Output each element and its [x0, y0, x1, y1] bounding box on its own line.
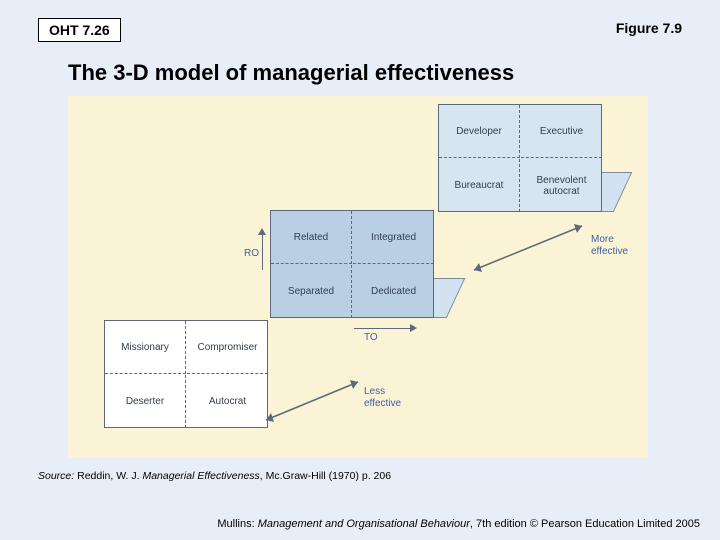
grid-front: Missionary Compromiser Deserter Autocrat: [104, 320, 268, 428]
cell-dedicated: Dedicated: [353, 265, 434, 318]
ro-axis-label: RO: [244, 248, 259, 259]
to-axis-label: TO: [364, 332, 378, 343]
figure-number: Figure 7.9: [616, 20, 682, 36]
footer-suffix: , 7th edition © Pearson Education Limite…: [470, 518, 700, 530]
source-prefix: Source:: [38, 470, 74, 482]
more-effective-line2: effective: [591, 246, 628, 257]
source-suffix: , Mc.Graw-Hill (1970) p. 206: [260, 470, 391, 482]
oht-badge: OHT 7.26: [38, 18, 121, 42]
ro-axis-head: [258, 228, 266, 235]
less-effective-label: Less effective: [364, 386, 401, 410]
source-italic: Managerial Effectiveness: [142, 470, 259, 482]
cell-related: Related: [271, 211, 352, 264]
cell-bureaucrat: Bureaucrat: [439, 159, 520, 212]
cell-autocrat: Autocrat: [187, 375, 268, 428]
footer-citation: Mullins: Management and Organisational B…: [0, 518, 720, 530]
to-axis-line: [354, 328, 410, 329]
footer-italic: Management and Organisational Behaviour: [258, 518, 470, 530]
less-effective-line2: effective: [364, 398, 401, 409]
cell-benevolent-autocrat: Benevolent autocrat: [521, 159, 602, 212]
cell-separated: Separated: [271, 265, 352, 318]
more-effective-label: More effective: [591, 234, 628, 258]
to-axis-head: [410, 324, 417, 332]
source-text: Reddin, W. J.: [74, 470, 142, 482]
source-citation: Source: Reddin, W. J. Managerial Effecti…: [38, 470, 391, 482]
footer-prefix: Mullins:: [217, 518, 257, 530]
cell-missionary: Missionary: [105, 321, 186, 374]
grid-back: Developer Executive Bureaucrat Benevolen…: [438, 104, 602, 212]
cell-compromiser: Compromiser: [187, 321, 268, 374]
cell-executive: Executive: [521, 105, 602, 158]
cell-developer: Developer: [439, 105, 520, 158]
model-figure: Developer Executive Bureaucrat Benevolen…: [68, 96, 648, 458]
more-effective-line1: More: [591, 234, 614, 245]
less-effective-line1: Less: [364, 386, 385, 397]
cell-deserter: Deserter: [105, 375, 186, 428]
grid-middle: Related Integrated Separated Dedicated: [270, 210, 434, 318]
ro-axis-line: [262, 234, 263, 270]
page-title: The 3-D model of managerial effectivenes…: [68, 60, 514, 86]
cell-integrated: Integrated: [353, 211, 434, 264]
